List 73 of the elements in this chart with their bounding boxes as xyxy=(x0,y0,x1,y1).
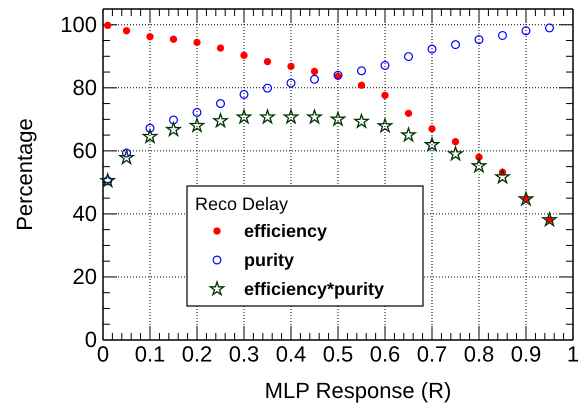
point xyxy=(240,52,248,59)
point xyxy=(450,40,460,50)
y-tick-label: 80 xyxy=(72,74,97,100)
x-tick-label: 0.1 xyxy=(134,342,166,367)
y-tick-label: 100 xyxy=(60,12,97,37)
point xyxy=(284,109,298,124)
point xyxy=(452,138,460,146)
point xyxy=(236,109,252,124)
point xyxy=(170,36,178,43)
point xyxy=(424,137,440,152)
x-tick-label: 0.2 xyxy=(182,342,212,367)
point xyxy=(544,23,554,32)
x-tick-label: 0.5 xyxy=(322,342,354,367)
point xyxy=(264,58,272,66)
point xyxy=(307,109,322,124)
point xyxy=(401,127,416,142)
point xyxy=(192,108,202,117)
point xyxy=(190,118,204,132)
point xyxy=(378,118,392,132)
point xyxy=(166,122,181,136)
x-tick-label: 1 xyxy=(566,342,580,367)
point xyxy=(216,99,226,108)
point xyxy=(119,150,134,164)
point xyxy=(427,44,437,54)
point xyxy=(354,114,369,128)
point xyxy=(404,52,414,62)
point xyxy=(286,78,296,88)
point xyxy=(380,60,390,70)
point xyxy=(474,35,484,44)
point xyxy=(330,112,346,126)
x-tick-label: 0.3 xyxy=(228,342,260,367)
point xyxy=(287,62,295,70)
point xyxy=(213,113,228,128)
legend-title: Reco Delay xyxy=(195,194,288,214)
point xyxy=(356,66,366,76)
x-tick-label: 0.7 xyxy=(416,342,448,367)
point xyxy=(448,146,463,160)
point xyxy=(495,169,510,184)
point xyxy=(472,158,486,172)
point xyxy=(145,124,155,133)
point xyxy=(104,22,112,30)
point xyxy=(168,115,178,124)
y-tick-label: 40 xyxy=(72,200,97,226)
point xyxy=(521,26,531,36)
point xyxy=(428,125,436,132)
x-tick-label: 0.6 xyxy=(370,342,400,367)
x-tick-label: 0.4 xyxy=(276,342,306,367)
point xyxy=(146,33,154,40)
point xyxy=(310,74,320,84)
y-axis-title: Percentage xyxy=(12,118,37,231)
legend-label: purity xyxy=(244,250,294,270)
point xyxy=(542,212,557,226)
point xyxy=(193,38,201,46)
point xyxy=(381,92,389,100)
point xyxy=(260,109,275,124)
point xyxy=(404,110,412,117)
legend-label: efficiency*purity xyxy=(244,279,384,299)
point xyxy=(262,84,272,93)
point xyxy=(216,44,224,52)
y-tick-label: 20 xyxy=(72,264,97,289)
point xyxy=(518,191,534,206)
point xyxy=(100,173,116,188)
point xyxy=(358,82,366,89)
x-tick-label: 0.9 xyxy=(510,342,542,367)
point xyxy=(310,68,318,76)
point xyxy=(498,30,508,40)
point xyxy=(142,129,158,143)
legend-label: efficiency xyxy=(244,221,328,241)
x-axis-title: MLP Response (R) xyxy=(264,378,452,403)
point xyxy=(239,90,249,99)
x-tick-label: 0.8 xyxy=(464,342,494,367)
point xyxy=(122,27,130,34)
y-tick-label: 60 xyxy=(72,138,97,163)
